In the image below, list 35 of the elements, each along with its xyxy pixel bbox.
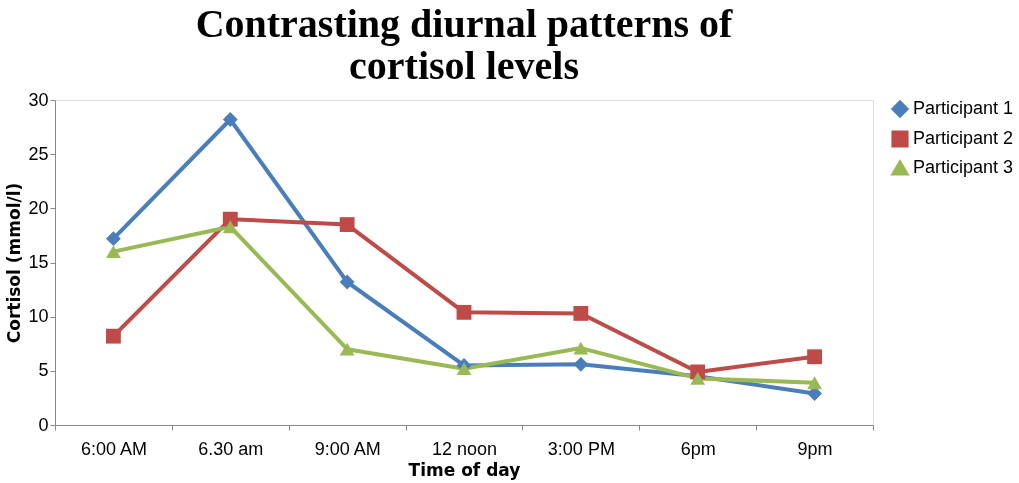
point <box>339 274 355 290</box>
point <box>456 304 472 320</box>
y-tick-label: 0 <box>38 414 49 435</box>
y-tick-label: 5 <box>38 360 49 381</box>
x-tick-label: 9pm <box>797 438 833 459</box>
chart-title: Contrasting diurnal patterns of cortisol levels <box>195 1 734 88</box>
x-tick-label: 12 noon <box>431 438 498 459</box>
x-tick-label: 6:00 AM <box>80 438 147 459</box>
y-axis-title: Cortisol (mmol/l) <box>4 182 25 344</box>
point <box>339 342 355 356</box>
point <box>807 349 822 365</box>
point <box>456 362 472 376</box>
x-tick-label: 6pm <box>680 438 716 459</box>
y-tick-label: 20 <box>28 197 49 218</box>
legend-label: Participant 3 <box>913 157 1014 177</box>
point <box>573 306 589 321</box>
x-tick-label: 9:00 AM <box>314 438 381 459</box>
point <box>106 328 121 344</box>
legend-label: Participant 1 <box>913 98 1014 118</box>
y-tick-label: 15 <box>28 252 49 272</box>
legend-label: Participant 2 <box>913 128 1014 148</box>
point <box>106 231 121 247</box>
point <box>222 112 238 127</box>
x-axis-title: Time of day <box>408 459 521 480</box>
point <box>339 217 355 232</box>
point <box>573 341 589 355</box>
x-tick-label: 3:00 PM <box>547 438 615 459</box>
point <box>807 376 822 390</box>
point <box>106 245 121 259</box>
x-tick-label: 6.30 am <box>198 438 264 459</box>
y-tick-label: 10 <box>28 306 49 327</box>
y-tick-label: 25 <box>28 143 49 164</box>
point <box>222 220 238 234</box>
y-tick-label: 30 <box>28 89 49 110</box>
point <box>573 356 589 372</box>
